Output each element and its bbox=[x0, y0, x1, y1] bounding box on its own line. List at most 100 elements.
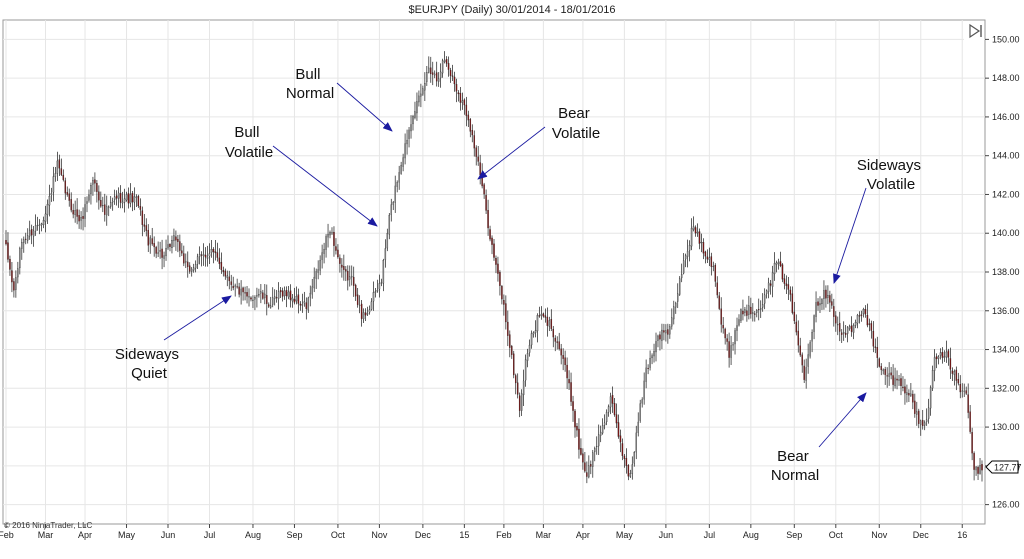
candle-body bbox=[511, 346, 513, 355]
candle-body bbox=[262, 292, 264, 299]
candle bbox=[30, 224, 33, 245]
candle-body bbox=[171, 240, 173, 249]
x-tick-label: Aug bbox=[743, 530, 759, 540]
candle bbox=[56, 151, 59, 182]
candle-body bbox=[420, 93, 422, 97]
candle bbox=[580, 438, 582, 456]
candle bbox=[597, 424, 600, 455]
candle bbox=[601, 418, 604, 435]
candle bbox=[807, 343, 809, 374]
candle-body bbox=[724, 328, 726, 339]
candle bbox=[226, 270, 229, 287]
candle bbox=[677, 283, 679, 309]
candle-body bbox=[68, 193, 70, 201]
candle bbox=[208, 243, 211, 264]
candle-body bbox=[732, 344, 734, 346]
candle bbox=[62, 169, 65, 182]
candle bbox=[726, 334, 728, 351]
candle bbox=[487, 199, 489, 236]
candle-body bbox=[848, 326, 851, 329]
candle-body bbox=[714, 265, 717, 282]
scroll-end-button[interactable] bbox=[964, 22, 984, 40]
y-tick-label: 134.00 bbox=[992, 345, 1020, 355]
chart-title: $EURJPY (Daily) 30/01/2014 - 18/01/2016 bbox=[408, 4, 615, 16]
candle-body bbox=[906, 392, 908, 395]
candle bbox=[70, 192, 72, 213]
candle bbox=[532, 331, 535, 338]
candle bbox=[973, 451, 975, 481]
candle bbox=[750, 297, 752, 319]
candle-body bbox=[807, 354, 809, 367]
candle-body bbox=[752, 312, 754, 314]
candle bbox=[518, 392, 521, 418]
candle bbox=[497, 256, 499, 282]
candle bbox=[471, 124, 474, 143]
candle bbox=[54, 166, 57, 182]
candle bbox=[202, 243, 205, 266]
candle-body bbox=[965, 390, 967, 394]
candle bbox=[637, 412, 639, 437]
x-tick-label: May bbox=[118, 530, 136, 540]
candle-body bbox=[653, 351, 655, 357]
candle bbox=[633, 451, 636, 467]
candle-body bbox=[86, 201, 88, 204]
candle bbox=[349, 265, 351, 287]
candle-body bbox=[898, 379, 900, 381]
annotation-bull-volatile: Bull Volatile bbox=[225, 124, 273, 161]
candle-body bbox=[185, 261, 187, 263]
candle-body bbox=[862, 309, 865, 314]
candle bbox=[406, 129, 408, 155]
candle-body bbox=[562, 355, 564, 359]
candle-body bbox=[872, 330, 875, 347]
candle bbox=[145, 218, 148, 237]
candle-body bbox=[785, 283, 788, 286]
candle-body bbox=[216, 252, 219, 258]
candle bbox=[671, 308, 673, 330]
candle bbox=[266, 284, 268, 316]
candle-body bbox=[311, 286, 313, 295]
candle-body bbox=[882, 369, 884, 372]
candle-body bbox=[758, 308, 760, 311]
candle bbox=[74, 200, 76, 223]
candle bbox=[896, 370, 898, 390]
candle-body bbox=[386, 232, 389, 249]
candle-body bbox=[611, 395, 614, 404]
candle bbox=[281, 287, 284, 302]
candle bbox=[833, 298, 835, 327]
candle bbox=[856, 313, 859, 329]
candle bbox=[106, 195, 108, 226]
candle bbox=[210, 239, 213, 258]
candle bbox=[878, 357, 880, 368]
annotation-bear-volatile: Bear Volatile bbox=[552, 105, 600, 142]
candle-body bbox=[426, 72, 428, 82]
candle-body bbox=[351, 275, 353, 278]
candle-body bbox=[643, 380, 645, 400]
candle-body bbox=[362, 312, 365, 320]
candle-body bbox=[661, 329, 663, 341]
candle-body bbox=[94, 179, 96, 184]
candle-body bbox=[297, 294, 300, 304]
candle bbox=[392, 200, 394, 211]
candle-body bbox=[890, 372, 892, 376]
candle-body bbox=[317, 269, 319, 273]
candle-body bbox=[388, 214, 391, 235]
candle-body bbox=[228, 276, 230, 282]
candle bbox=[592, 449, 594, 478]
candle bbox=[862, 307, 865, 318]
candle bbox=[625, 448, 628, 474]
candle bbox=[639, 399, 641, 423]
candle-body bbox=[341, 264, 343, 268]
candle-body bbox=[38, 224, 41, 226]
candle-body bbox=[740, 309, 742, 321]
candle-body bbox=[88, 194, 90, 201]
candle bbox=[402, 153, 404, 172]
candle bbox=[163, 251, 165, 268]
candle bbox=[665, 324, 667, 342]
candle bbox=[655, 332, 657, 362]
candle bbox=[840, 329, 843, 344]
candle-body bbox=[574, 410, 576, 428]
candle-body bbox=[564, 357, 566, 366]
candle bbox=[631, 456, 634, 480]
candle bbox=[171, 235, 173, 254]
candle-body bbox=[352, 276, 355, 286]
